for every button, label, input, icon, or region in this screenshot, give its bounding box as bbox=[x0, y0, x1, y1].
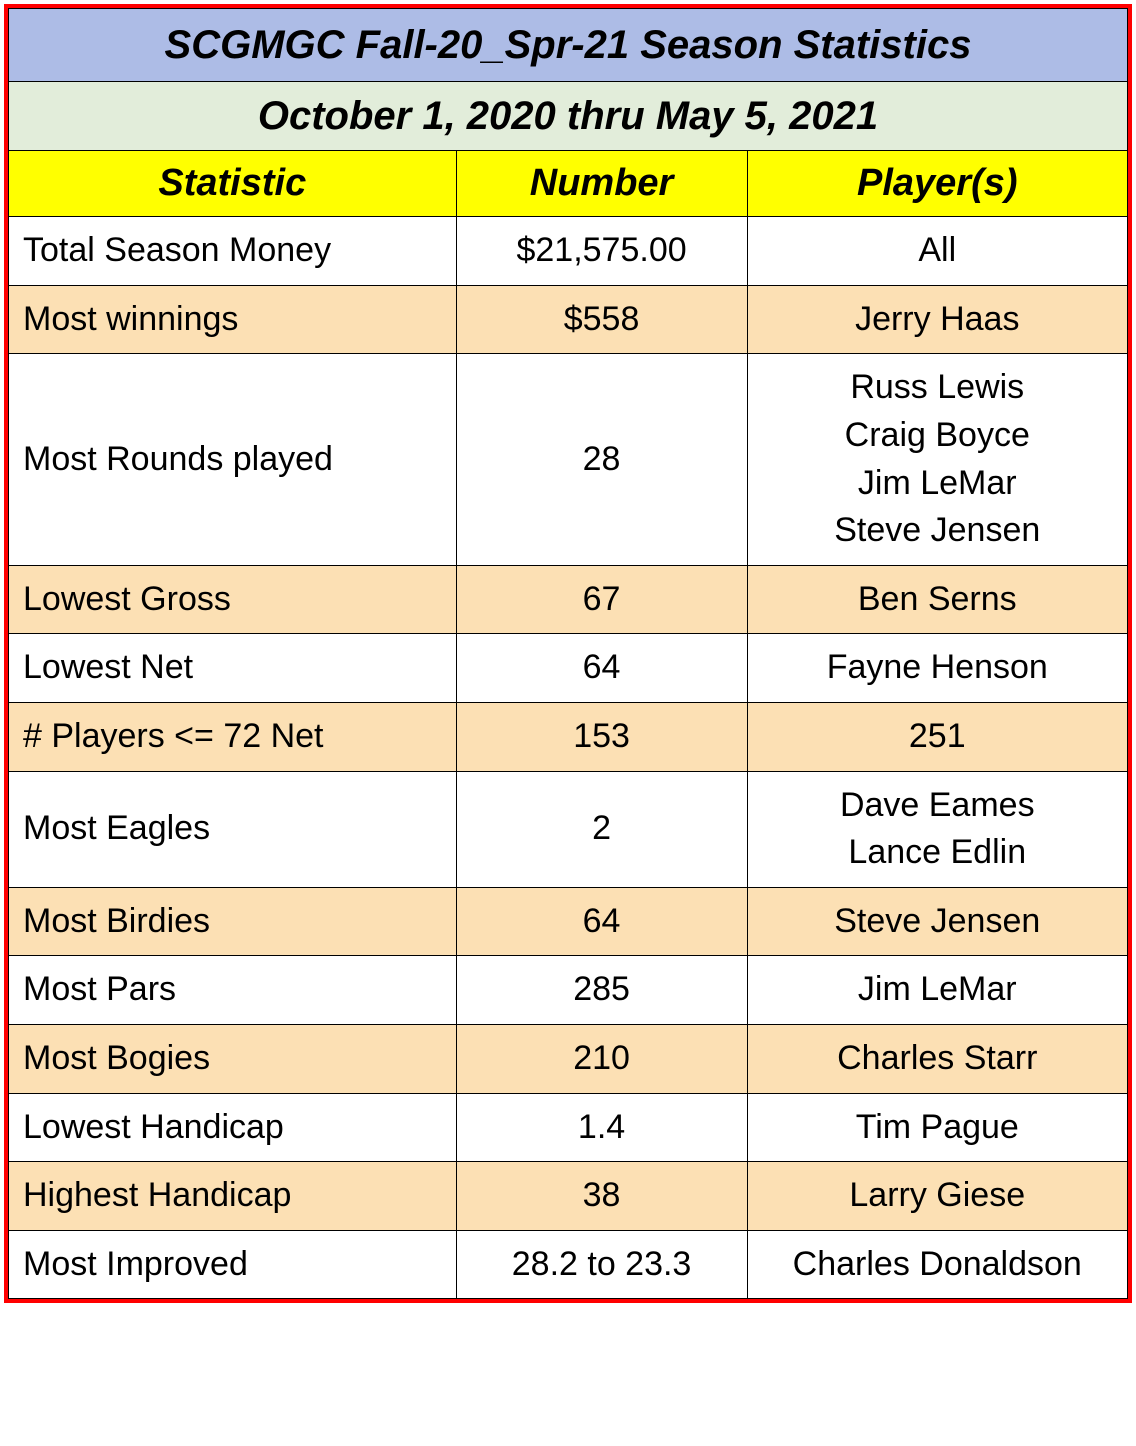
number-cell: 210 bbox=[456, 1024, 747, 1093]
number-cell: 1.4 bbox=[456, 1093, 747, 1162]
stat-cell: Highest Handicap bbox=[9, 1162, 457, 1231]
player-name: Steve Jensen bbox=[762, 507, 1113, 555]
number-cell: 285 bbox=[456, 956, 747, 1025]
stat-cell: Most winnings bbox=[9, 285, 457, 354]
col-header-number: Number bbox=[456, 151, 747, 217]
stat-cell: Lowest Gross bbox=[9, 565, 457, 634]
stat-cell: Most Pars bbox=[9, 956, 457, 1025]
player-cell: 251 bbox=[747, 702, 1127, 771]
table-row: Lowest Gross67Ben Serns bbox=[9, 565, 1128, 634]
column-header-row: Statistic Number Player(s) bbox=[9, 151, 1128, 217]
number-cell: 28.2 to 23.3 bbox=[456, 1230, 747, 1299]
stats-tbody: Total Season Money$21,575.00AllMost winn… bbox=[9, 217, 1128, 1299]
number-cell: $21,575.00 bbox=[456, 217, 747, 286]
stat-cell: Most Improved bbox=[9, 1230, 457, 1299]
stat-cell: Most Birdies bbox=[9, 887, 457, 956]
player-name: Lance Edlin bbox=[762, 829, 1113, 877]
stat-cell: # Players <= 72 Net bbox=[9, 702, 457, 771]
number-cell: 28 bbox=[456, 354, 747, 565]
table-row: Most Pars285Jim LeMar bbox=[9, 956, 1128, 1025]
title-row: SCGMGC Fall-20_Spr-21 Season Statistics bbox=[9, 9, 1128, 82]
player-cell: All bbox=[747, 217, 1127, 286]
stat-cell: Most Bogies bbox=[9, 1024, 457, 1093]
number-cell: 67 bbox=[456, 565, 747, 634]
table-row: Most Bogies210Charles Starr bbox=[9, 1024, 1128, 1093]
table-row: # Players <= 72 Net153251 bbox=[9, 702, 1128, 771]
table-row: Highest Handicap38Larry Giese bbox=[9, 1162, 1128, 1231]
player-cell: Larry Giese bbox=[747, 1162, 1127, 1231]
number-cell: 2 bbox=[456, 771, 747, 887]
stat-cell: Most Rounds played bbox=[9, 354, 457, 565]
date-range: October 1, 2020 thru May 5, 2021 bbox=[9, 82, 1128, 151]
number-cell: $558 bbox=[456, 285, 747, 354]
player-cell: Jim LeMar bbox=[747, 956, 1127, 1025]
number-cell: 64 bbox=[456, 634, 747, 703]
table-row: Lowest Handicap1.4Tim Pague bbox=[9, 1093, 1128, 1162]
player-name: Russ Lewis bbox=[762, 364, 1113, 412]
player-name: Jim LeMar bbox=[762, 460, 1113, 508]
stat-cell: Lowest Net bbox=[9, 634, 457, 703]
player-cell: Fayne Henson bbox=[747, 634, 1127, 703]
player-cell: Charles Donaldson bbox=[747, 1230, 1127, 1299]
player-name: Dave Eames bbox=[762, 782, 1113, 830]
stat-cell: Lowest Handicap bbox=[9, 1093, 457, 1162]
player-cell: Charles Starr bbox=[747, 1024, 1127, 1093]
date-row: October 1, 2020 thru May 5, 2021 bbox=[9, 82, 1128, 151]
player-cell: Dave EamesLance Edlin bbox=[747, 771, 1127, 887]
table-title: SCGMGC Fall-20_Spr-21 Season Statistics bbox=[9, 9, 1128, 82]
table-row: Total Season Money$21,575.00All bbox=[9, 217, 1128, 286]
player-cell: Steve Jensen bbox=[747, 887, 1127, 956]
table-row: Most Eagles2Dave EamesLance Edlin bbox=[9, 771, 1128, 887]
player-name: Craig Boyce bbox=[762, 412, 1113, 460]
stat-cell: Most Eagles bbox=[9, 771, 457, 887]
player-cell: Ben Serns bbox=[747, 565, 1127, 634]
col-header-player: Player(s) bbox=[747, 151, 1127, 217]
table-row: Lowest Net64Fayne Henson bbox=[9, 634, 1128, 703]
number-cell: 153 bbox=[456, 702, 747, 771]
player-cell: Russ LewisCraig BoyceJim LeMarSteve Jens… bbox=[747, 354, 1127, 565]
table-row: Most winnings$558Jerry Haas bbox=[9, 285, 1128, 354]
season-stats-table: SCGMGC Fall-20_Spr-21 Season Statistics … bbox=[8, 8, 1128, 1299]
player-cell: Tim Pague bbox=[747, 1093, 1127, 1162]
col-header-stat: Statistic bbox=[9, 151, 457, 217]
number-cell: 38 bbox=[456, 1162, 747, 1231]
table-row: Most Rounds played28Russ LewisCraig Boyc… bbox=[9, 354, 1128, 565]
player-cell: Jerry Haas bbox=[747, 285, 1127, 354]
table-row: Most Improved28.2 to 23.3Charles Donalds… bbox=[9, 1230, 1128, 1299]
stat-cell: Total Season Money bbox=[9, 217, 457, 286]
number-cell: 64 bbox=[456, 887, 747, 956]
table-row: Most Birdies64Steve Jensen bbox=[9, 887, 1128, 956]
stats-table-wrapper: SCGMGC Fall-20_Spr-21 Season Statistics … bbox=[4, 4, 1132, 1303]
